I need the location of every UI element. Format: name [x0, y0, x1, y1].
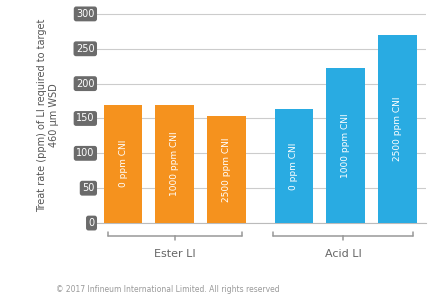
Text: 1000 ppm CNI: 1000 ppm CNI [170, 132, 179, 196]
Text: Ester LI: Ester LI [154, 249, 196, 259]
Text: 1000 ppm CNI: 1000 ppm CNI [341, 113, 350, 178]
Text: 2500 ppm CNI: 2500 ppm CNI [393, 97, 402, 161]
Bar [207, 116, 246, 223]
Text: 250: 250 [76, 44, 94, 54]
Text: 300: 300 [76, 9, 94, 19]
Bar [378, 35, 417, 223]
Text: Acid LI: Acid LI [325, 249, 362, 259]
Text: 0 ppm CNI: 0 ppm CNI [119, 140, 128, 187]
Bar [103, 105, 142, 223]
Text: 50: 50 [82, 183, 94, 193]
Bar [326, 68, 365, 223]
Text: © 2017 Infineum International Limited. All rights reserved: © 2017 Infineum International Limited. A… [56, 285, 280, 294]
Text: 0 ppm CNI: 0 ppm CNI [290, 143, 298, 190]
Bar [275, 109, 313, 223]
Y-axis label: Treat rate (ppm) of LI required to target
460 μm WSD: Treat rate (ppm) of LI required to targe… [37, 18, 59, 212]
Bar [155, 105, 194, 223]
Text: 2500 ppm CNI: 2500 ppm CNI [222, 138, 231, 202]
Text: 200: 200 [76, 79, 94, 89]
Text: 0: 0 [88, 218, 94, 228]
Text: 100: 100 [76, 148, 94, 158]
Text: 150: 150 [76, 113, 94, 124]
